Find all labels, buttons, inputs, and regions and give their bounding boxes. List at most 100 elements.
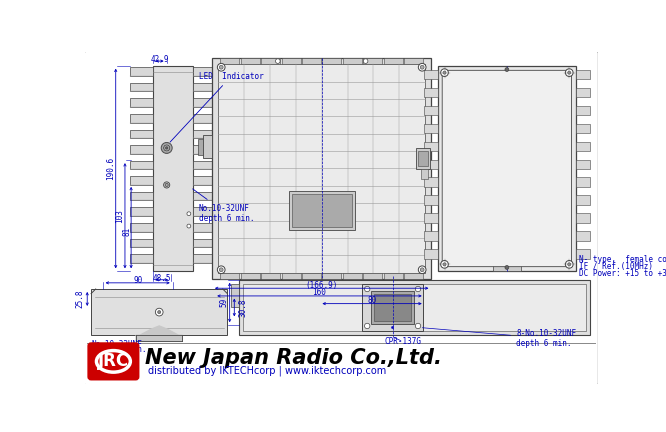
Circle shape (158, 311, 161, 314)
Bar (243, 284, 586, 331)
Text: No.10-32UNF
depth 6 min.: No.10-32UNF depth 6 min. (192, 189, 254, 223)
Bar (192, 145, 212, 154)
Bar (192, 254, 212, 263)
Circle shape (565, 260, 573, 268)
Bar (130, 145, 153, 154)
Circle shape (219, 65, 223, 69)
Bar (192, 238, 212, 247)
Polygon shape (136, 326, 182, 341)
Bar (424, 142, 438, 151)
Circle shape (155, 308, 163, 316)
Bar (130, 67, 153, 76)
Bar (130, 207, 153, 216)
Circle shape (364, 286, 370, 292)
Circle shape (161, 143, 172, 153)
Bar (192, 67, 212, 76)
Bar (192, 83, 212, 92)
Circle shape (420, 65, 424, 69)
Circle shape (187, 224, 190, 228)
Bar (576, 178, 590, 187)
Text: CPR-137G: CPR-137G (385, 337, 422, 346)
Text: 48.5: 48.5 (153, 274, 171, 283)
Bar (130, 223, 153, 232)
Circle shape (418, 266, 426, 273)
Text: N- type,  female connector: N- type, female connector (579, 255, 666, 264)
Bar (576, 249, 590, 259)
Bar (576, 105, 590, 115)
Text: 103: 103 (115, 209, 124, 222)
Circle shape (392, 326, 394, 329)
Bar (576, 232, 590, 241)
Circle shape (164, 182, 170, 188)
Text: DC Power: +15 to +30 VDC: DC Power: +15 to +30 VDC (579, 269, 666, 278)
Bar (576, 142, 590, 151)
Bar (424, 105, 438, 115)
Bar (91, 289, 227, 335)
Bar (130, 176, 153, 185)
Bar (220, 273, 239, 279)
Text: 90: 90 (133, 276, 143, 285)
Bar (241, 273, 260, 279)
Circle shape (505, 68, 509, 71)
Bar (218, 64, 426, 273)
Circle shape (364, 323, 370, 329)
Text: New Japan Radio Co.,Ltd.: New Japan Radio Co.,Ltd. (145, 347, 442, 368)
Bar (384, 58, 402, 64)
Bar (261, 273, 280, 279)
Circle shape (416, 286, 421, 292)
FancyBboxPatch shape (89, 344, 138, 379)
Bar (130, 83, 153, 92)
Text: LED  Indicator: LED Indicator (170, 72, 264, 142)
Circle shape (441, 69, 448, 76)
Text: 81: 81 (123, 227, 132, 236)
Bar (424, 70, 438, 79)
Text: 8-No.10-32UNF
depth 6 min.: 8-No.10-32UNF depth 6 min. (422, 328, 576, 348)
Bar (231, 284, 239, 307)
Bar (343, 58, 362, 64)
Text: No.10-32UNF: No.10-32UNF (91, 340, 142, 349)
Bar (302, 58, 321, 64)
Bar (576, 159, 590, 169)
Circle shape (165, 184, 168, 187)
FancyBboxPatch shape (84, 51, 599, 385)
Bar (404, 58, 423, 64)
Circle shape (565, 69, 573, 76)
Circle shape (217, 266, 225, 273)
Bar (424, 124, 438, 133)
Bar (363, 273, 382, 279)
Bar (130, 161, 153, 169)
Bar (192, 176, 212, 185)
Bar (493, 256, 521, 271)
Bar (438, 66, 576, 271)
Bar (192, 130, 212, 138)
Bar (576, 88, 590, 98)
Circle shape (505, 266, 509, 270)
Text: JRC: JRC (98, 353, 129, 370)
Circle shape (217, 64, 225, 71)
Circle shape (567, 263, 571, 266)
Bar (192, 161, 212, 169)
Bar (130, 192, 153, 200)
Text: 30.8: 30.8 (238, 298, 247, 317)
Bar (424, 88, 438, 98)
Circle shape (443, 71, 446, 74)
Circle shape (443, 263, 446, 266)
Bar (130, 130, 153, 138)
Bar (192, 192, 212, 200)
Bar (198, 139, 202, 155)
Circle shape (418, 64, 426, 71)
Bar (241, 58, 260, 64)
Text: 190.6: 190.6 (106, 157, 115, 180)
Bar (421, 169, 428, 179)
Bar (576, 213, 590, 223)
Bar (322, 273, 342, 279)
Bar (153, 66, 192, 271)
Bar (302, 273, 321, 279)
Text: 25.8: 25.8 (76, 290, 85, 308)
Text: IF / Ref.(10MHz): IF / Ref.(10MHz) (579, 262, 653, 271)
Bar (416, 148, 430, 169)
Bar (192, 223, 212, 232)
Bar (343, 273, 362, 279)
Bar (424, 232, 438, 241)
Bar (192, 114, 212, 123)
